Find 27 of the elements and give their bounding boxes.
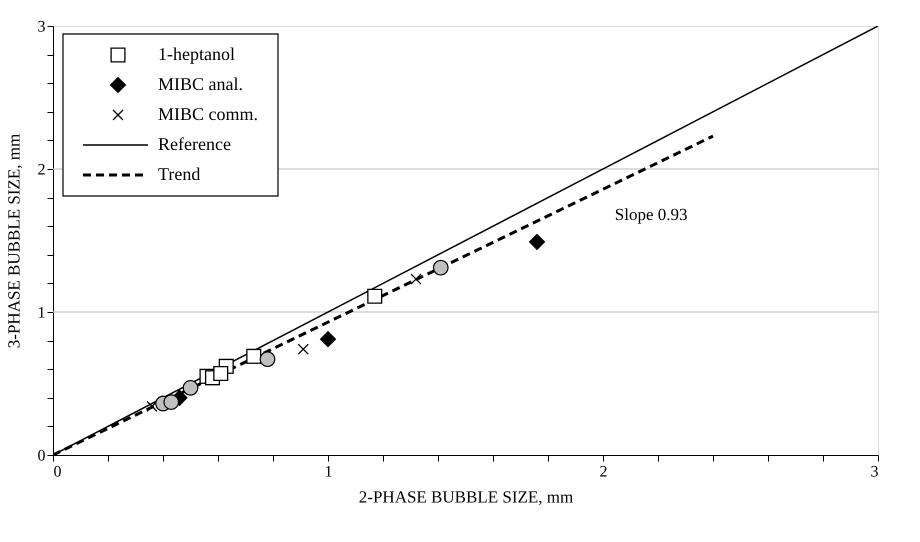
point [260, 351, 276, 368]
y-tick-label: 2 [38, 162, 46, 178]
y-tick-label: 3 [38, 18, 46, 36]
x-tick-label: 1 [324, 464, 332, 480]
point [246, 348, 262, 364]
x-axis-title: 2-PHASE BUBBLE SIZE, mm [358, 488, 574, 506]
y-tick-label: 1 [38, 304, 46, 322]
point [367, 288, 382, 304]
legend-label: Reference [158, 134, 231, 154]
y-tick-label: 0 [38, 448, 46, 464]
legend-label: MIBC comm. [158, 104, 258, 124]
legend-label: 1-heptanol [158, 44, 235, 64]
annotation: Slope 0.93 [614, 204, 688, 224]
x-tick-label: 3 [870, 464, 878, 480]
point [529, 234, 545, 250]
point [146, 400, 158, 412]
legend-label: MIBC anal. [158, 74, 243, 94]
y-axis-title: 3-PHASE BUBBLE SIZE, mm [4, 134, 24, 348]
point [320, 331, 336, 348]
point [182, 380, 198, 396]
point [410, 274, 422, 285]
point [163, 394, 180, 410]
point [432, 260, 449, 276]
point [213, 366, 228, 382]
x-tick-label: 2 [600, 464, 608, 480]
x-tick-label: 0 [54, 464, 62, 480]
legend-label: Trend [158, 164, 200, 184]
